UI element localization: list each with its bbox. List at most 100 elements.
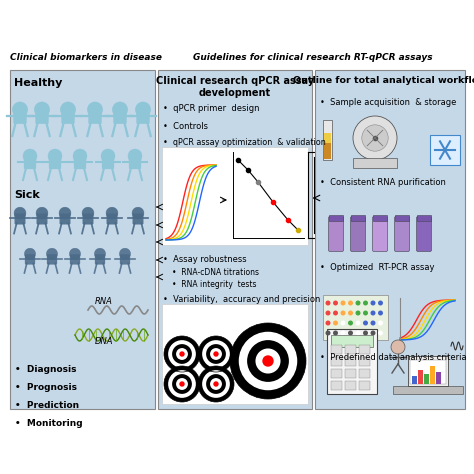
FancyBboxPatch shape	[102, 157, 114, 169]
Circle shape	[333, 301, 338, 306]
Bar	[359, 381, 370, 390]
Circle shape	[176, 348, 188, 360]
Bar	[345, 369, 356, 378]
Bar	[324, 133, 331, 143]
Bar	[410, 360, 446, 384]
Text: RNA: RNA	[95, 298, 113, 307]
Bar	[331, 335, 373, 347]
Circle shape	[202, 370, 230, 398]
FancyBboxPatch shape	[25, 255, 35, 264]
FancyBboxPatch shape	[89, 111, 101, 124]
Circle shape	[333, 320, 338, 326]
FancyBboxPatch shape	[113, 111, 127, 124]
Circle shape	[179, 351, 185, 357]
Text: •  RNA-cDNA titrations: • RNA-cDNA titrations	[172, 268, 259, 277]
Bar	[395, 215, 409, 221]
Bar	[351, 215, 365, 221]
FancyBboxPatch shape	[49, 157, 61, 169]
Circle shape	[326, 330, 330, 336]
Bar	[345, 381, 356, 390]
Circle shape	[348, 320, 353, 326]
Text: •  Optimized  RT-PCR assay: • Optimized RT-PCR assay	[320, 263, 435, 272]
Circle shape	[262, 356, 273, 367]
Text: •  Assay robustness: • Assay robustness	[163, 255, 246, 264]
Bar	[162, 304, 308, 404]
Bar	[353, 158, 397, 168]
Text: development: development	[199, 88, 271, 98]
Circle shape	[326, 320, 330, 326]
Circle shape	[206, 344, 226, 364]
FancyBboxPatch shape	[74, 157, 86, 169]
Circle shape	[101, 149, 115, 163]
Circle shape	[176, 378, 188, 390]
Circle shape	[46, 248, 58, 259]
Text: Outline for total analytical workflow: Outline for total analytical workflow	[293, 76, 474, 85]
Text: •  Predefined data analysis criteria: • Predefined data analysis criteria	[320, 353, 466, 362]
Circle shape	[247, 340, 289, 382]
Bar	[10, 70, 155, 409]
FancyBboxPatch shape	[350, 217, 365, 252]
FancyBboxPatch shape	[120, 255, 130, 264]
Circle shape	[210, 348, 222, 360]
Bar	[436, 372, 441, 384]
Circle shape	[128, 149, 142, 163]
Circle shape	[371, 320, 375, 326]
Bar	[331, 369, 342, 378]
Bar	[324, 143, 331, 159]
Bar	[430, 135, 460, 165]
Circle shape	[378, 301, 383, 306]
Circle shape	[198, 366, 234, 402]
Circle shape	[356, 330, 361, 336]
Circle shape	[378, 330, 383, 336]
Bar	[345, 357, 356, 366]
Circle shape	[353, 116, 397, 160]
Text: Clinical research qPCR assay: Clinical research qPCR assay	[156, 76, 314, 86]
Bar	[359, 369, 370, 378]
Text: •  Variability,  accuracy and precision: • Variability, accuracy and precision	[163, 295, 320, 304]
Bar	[412, 376, 417, 384]
Circle shape	[172, 374, 192, 394]
Circle shape	[348, 330, 353, 336]
Bar	[393, 386, 463, 394]
Circle shape	[348, 301, 353, 306]
Circle shape	[371, 301, 375, 306]
Circle shape	[230, 323, 306, 399]
Text: DNA: DNA	[95, 337, 113, 346]
Text: •  Prognosis: • Prognosis	[15, 383, 77, 392]
Text: •  Monitoring: • Monitoring	[15, 419, 82, 428]
Circle shape	[391, 340, 405, 354]
Circle shape	[202, 340, 230, 368]
Circle shape	[363, 310, 368, 316]
Circle shape	[348, 310, 353, 316]
Bar	[430, 366, 435, 384]
Text: •  RNA integrity  tests: • RNA integrity tests	[172, 280, 256, 289]
Circle shape	[371, 330, 375, 336]
Circle shape	[164, 366, 200, 402]
Text: •  Prediction: • Prediction	[15, 401, 79, 410]
Circle shape	[168, 340, 196, 368]
FancyBboxPatch shape	[373, 217, 388, 252]
Text: •  Sample acquisition  & storage: • Sample acquisition & storage	[320, 98, 456, 107]
Circle shape	[213, 351, 219, 357]
Circle shape	[48, 149, 62, 163]
Circle shape	[371, 310, 375, 316]
Circle shape	[59, 207, 71, 219]
FancyBboxPatch shape	[394, 217, 410, 252]
Circle shape	[36, 207, 48, 219]
Circle shape	[87, 102, 103, 117]
FancyBboxPatch shape	[15, 214, 25, 224]
Bar	[329, 215, 343, 221]
Circle shape	[326, 301, 330, 306]
FancyBboxPatch shape	[70, 255, 80, 264]
Circle shape	[356, 301, 361, 306]
Circle shape	[94, 248, 106, 259]
Circle shape	[210, 378, 222, 390]
Circle shape	[333, 310, 338, 316]
Text: Healthy: Healthy	[14, 78, 63, 88]
Text: •  Consistent RNA purification: • Consistent RNA purification	[320, 178, 446, 187]
Bar	[323, 295, 388, 340]
Bar	[417, 215, 431, 221]
Bar	[418, 370, 423, 384]
Text: •  qPCR primer  design: • qPCR primer design	[163, 104, 259, 113]
Circle shape	[340, 330, 346, 336]
